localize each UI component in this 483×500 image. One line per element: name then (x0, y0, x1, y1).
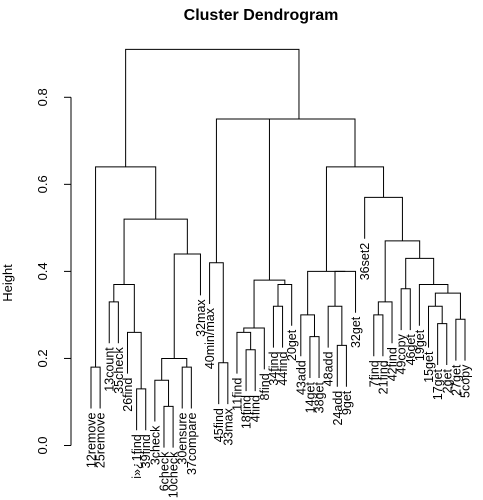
branch-m29 (377, 301, 393, 344)
y-tick-label: 0.4 (35, 262, 50, 280)
branch-m33 (455, 318, 466, 361)
branch-m35 (418, 283, 449, 326)
leaf-label: 49copy (395, 333, 409, 374)
leaf-label: 42find (386, 347, 400, 381)
leaf-label: 33max (221, 407, 235, 445)
leaf-label: 8find (258, 373, 272, 400)
branch-m41 (125, 48, 300, 167)
leaf-label: 18find (240, 395, 254, 429)
branch-m27 (307, 270, 346, 315)
branch-m30 (400, 288, 411, 331)
leaf-label: 26find (121, 378, 135, 412)
leaf-label: 38get (313, 382, 327, 414)
leaf-label: 40min/max (203, 307, 217, 369)
branch-m21 (215, 118, 270, 281)
branch-m13 (218, 362, 229, 405)
leaf-label: 11find (230, 378, 244, 411)
leaf-label: 13count (103, 347, 117, 392)
branch-m36 (405, 257, 435, 289)
leaf-label: 9get (340, 390, 354, 415)
dendrogram-branches (90, 48, 466, 448)
leaf-label: 39find (139, 434, 153, 468)
leaf-label: 7find (367, 360, 381, 387)
leaf-label: 17get (431, 368, 445, 400)
y-tick-label: 0.2 (35, 349, 50, 367)
branch-m38 (364, 196, 403, 241)
leaf-label: 43add (294, 360, 308, 395)
leaf-label: 36set2 (358, 243, 372, 281)
leaf-label: 48add (322, 352, 336, 387)
branch-m31 (437, 323, 448, 365)
leaf-label: 4find (249, 395, 263, 422)
branch-m6 (163, 405, 174, 448)
chart-title: Cluster Dendrogram (184, 7, 339, 24)
leaf-label: 24add (331, 391, 345, 426)
leaf-label: 5copy (459, 364, 473, 398)
leaf-label: 3check (148, 425, 162, 465)
y-tick-label: 0.0 (35, 436, 50, 454)
leaf-label: 34find (267, 352, 281, 386)
y-tick-label: 0.6 (35, 175, 50, 193)
branch-m18 (272, 305, 284, 348)
y-axis: 0.0 0.2 0.4 0.6 0.8 (35, 88, 72, 455)
branch-m1 (90, 366, 101, 409)
branch-m3 (136, 388, 147, 431)
leaf-label: 46get (404, 334, 418, 366)
branch-m16 (236, 331, 252, 374)
leaf-label: 44find (276, 352, 290, 386)
branch-m19 (277, 283, 293, 326)
branch-m34 (434, 292, 461, 320)
branch-m4 (126, 331, 142, 389)
leaf-label: 32get (349, 316, 363, 348)
branch-m17 (243, 327, 265, 370)
leaf-label: 19get (413, 329, 427, 361)
branch-m15 (245, 349, 256, 392)
leaf-label: 45find (212, 408, 226, 442)
leaf-label: 15get (422, 351, 436, 383)
leaf-label: 32max (194, 299, 208, 337)
y-tick-label: 0.8 (35, 88, 50, 106)
branch-m22 (309, 336, 320, 379)
leaf-label: 27get (449, 364, 463, 396)
branch-m40 (242, 118, 356, 167)
leaf-label: 2get (440, 368, 454, 393)
branch-m8 (181, 366, 192, 409)
branch-m28 (373, 314, 384, 357)
branch-m23 (300, 314, 315, 357)
branch-m25 (327, 305, 343, 348)
leaf-label: 21find (376, 360, 390, 394)
branch-m5 (113, 283, 135, 333)
branch-m32 (428, 305, 443, 348)
leaf-label: 30ensure (176, 412, 190, 464)
branch-m11 (123, 218, 188, 285)
leaf-label: i»¿1find (130, 434, 144, 479)
leaf-label: 12remove (85, 412, 99, 468)
y-axis-label: Height (0, 264, 15, 302)
leaf-label: 14get (303, 382, 317, 414)
branch-m7 (154, 379, 170, 422)
branch-m26 (334, 270, 357, 313)
leaf-label: 35check (112, 346, 126, 393)
branch-m2 (108, 301, 119, 344)
branch-m24 (336, 344, 347, 387)
branch-m9 (161, 357, 188, 381)
leaf-label: 10check (167, 451, 181, 498)
leaf-label: 20get (285, 329, 299, 361)
branch-m39 (325, 166, 385, 272)
leaf-label: 6check (157, 451, 171, 491)
leaf-label: 25remove (94, 412, 108, 468)
branch-m37 (384, 240, 421, 302)
branch-m20 (253, 279, 286, 328)
branch-m12 (95, 166, 157, 368)
leaf-label: 37compare (185, 412, 199, 475)
